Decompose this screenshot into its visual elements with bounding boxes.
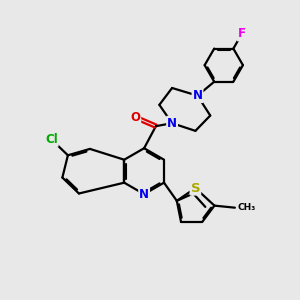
Text: CH₃: CH₃ <box>237 203 256 212</box>
Text: N: N <box>167 117 177 130</box>
Text: N: N <box>139 188 149 201</box>
Text: O: O <box>130 111 140 124</box>
Text: F: F <box>238 27 246 40</box>
Text: N: N <box>193 89 202 102</box>
Text: Cl: Cl <box>45 133 58 146</box>
Text: S: S <box>190 182 200 195</box>
